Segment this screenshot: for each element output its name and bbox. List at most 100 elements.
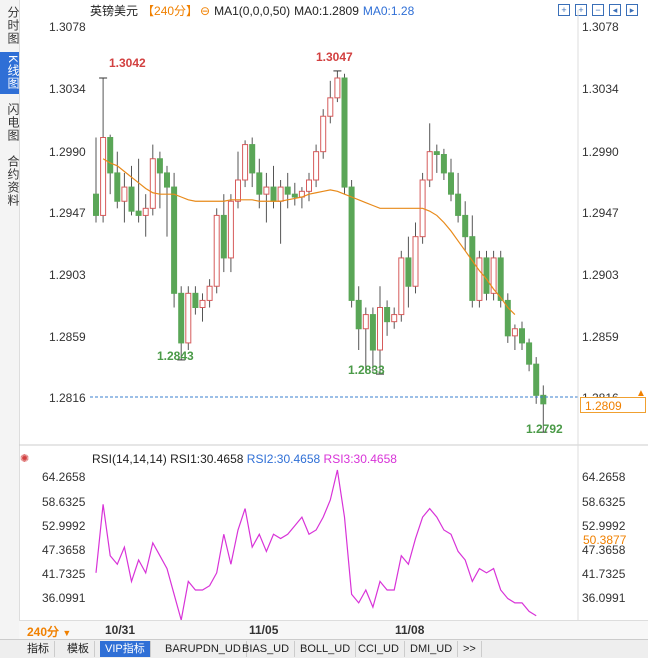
ma0-short: MA0:1.28 [362,4,415,18]
tab-kline[interactable]: K线图 [0,52,20,94]
settings-circle-icon[interactable]: ⊖ [200,4,211,18]
price-tick-left: 1.3078 [49,20,86,34]
tab-dmi[interactable]: DMI_UD [405,641,459,657]
candle-up [412,236,419,287]
candle-down [483,257,490,294]
more-tabs-icon[interactable]: >> [458,641,482,657]
candle-down [462,214,469,238]
candle-up [511,328,518,337]
chart-toolbar: + + − ◂ ▸ [553,2,638,16]
candle-down [497,257,504,301]
candle-up [334,77,341,99]
zoom-out-icon[interactable]: − [592,4,604,16]
indicator-tab-bar: 指标 模板 VIP指标 BARUPDN_UD BIAS_UD BOLL_UD C… [0,639,648,658]
candle-up [277,186,284,202]
candle-down [270,186,277,202]
annotation-low-2: 1.2833 [348,363,385,377]
rsi-tick-right: 36.0991 [582,591,626,606]
candle-up [185,292,192,344]
candle-down [249,144,256,174]
price-tick-left: 1.2947 [49,205,86,220]
candle-up [320,115,327,153]
candle-down [156,158,163,174]
period-selector-label: 240分 [27,625,60,639]
chevron-down-icon: ▼ [62,628,72,638]
rsi-tick-right: 58.6325 [582,494,626,509]
candle-up [306,179,312,192]
price-tick-left: 1.2990 [49,144,86,159]
price-tick-right: 1.2947 [582,205,619,220]
rsi2-value: RSI2:30.4658 [246,452,321,466]
candle-down [284,186,291,195]
chart-header: 英镑美元 【240分】 ⊖ MA1(0,0,0,50) MA0:1.2809 MA0:1.… [90,2,418,18]
rsi-tick-left: 36.0991 [42,591,86,606]
tab-barupdn[interactable]: BARUPDN_UD [160,641,247,657]
candle-down [540,394,547,405]
rsi1-value: RSI1:30.4658 [170,452,244,466]
candle-up [100,137,107,216]
period-label[interactable]: 【240分】 [142,4,199,18]
zoom-in-icon[interactable]: + [575,4,587,16]
candle-down [192,292,199,309]
rsi-line [95,469,537,621]
rsi-settings-icon[interactable]: ✺ [20,453,30,465]
arrow-up-icon: ▲ [636,388,646,399]
current-price-tag: 1.2809 [580,397,646,413]
tab-timeshare[interactable]: 分时图 [6,5,20,45]
tab-flash[interactable]: 闪电图 [6,102,20,142]
rsi-header: RSI(14,14,14) RSI1:30.4658 RSI2:30.4658 … [92,452,397,466]
rsi-tick-left: 58.6325 [42,494,86,509]
tab-contract-info[interactable]: 合约资料 [6,155,20,207]
tab-cci[interactable]: CCI_UD [353,641,405,657]
candle-down [341,77,348,188]
price-tick-right: 1.2990 [582,144,619,159]
price-tick-right: 1.2903 [582,267,619,282]
candle-down [114,172,121,202]
rsi-tick-left: 47.3658 [42,542,86,557]
candle-up [263,186,270,195]
candle-up [362,314,369,330]
tab-boll[interactable]: BOLL_UD [295,641,357,657]
candle-up [206,285,213,301]
period-selector[interactable]: 240分 ▼ [27,623,71,640]
tab-indicators[interactable]: 指标 [22,641,55,657]
tab-templates[interactable]: 模板 [62,641,95,657]
candle-down [291,193,298,198]
price-tick-right: 1.3078 [582,20,619,34]
candle-up [313,151,320,181]
candle-down [448,172,454,195]
price-tick-left: 1.2859 [49,330,86,345]
scroll-left-icon[interactable]: ◂ [609,4,621,16]
candle-down [433,151,440,156]
candle-down [455,193,462,216]
rsi-current-tag: 50.3877 [583,533,627,547]
ma50-line [102,158,516,316]
rsi-tick-left: 41.7325 [42,567,86,581]
price-tick-right: 1.3034 [582,82,619,97]
rsi3-value: RSI3:30.4658 [323,452,397,466]
ma1-label: MA1(0,0,0,50) [214,4,291,18]
price-tick-left: 1.2903 [49,267,86,282]
crosshair-icon[interactable]: + [558,4,570,16]
symbol-name: 英镑美元 [90,4,139,18]
candle-down [440,154,447,174]
candle-up [142,207,149,216]
candle-down [135,210,142,216]
annotation-low-1: 1.2843 [157,349,194,363]
price-tick-left: 1.2816 [49,391,86,406]
tab-vip-indicators[interactable]: VIP指标 [100,641,151,657]
date-label-1: 10/31 [105,623,136,637]
candle-up [490,257,497,294]
annotations [99,70,548,433]
candle-down [519,328,525,344]
rsi-tick-right: 64.2658 [582,470,626,485]
candle-down [526,342,533,365]
scroll-right-icon[interactable]: ▸ [626,4,638,16]
candle-down [256,172,263,195]
candle-up [377,307,383,351]
candle-up [121,186,128,202]
candle-down [128,186,135,212]
tab-bias[interactable]: BIAS_UD [237,641,296,657]
candle-up [227,200,234,259]
